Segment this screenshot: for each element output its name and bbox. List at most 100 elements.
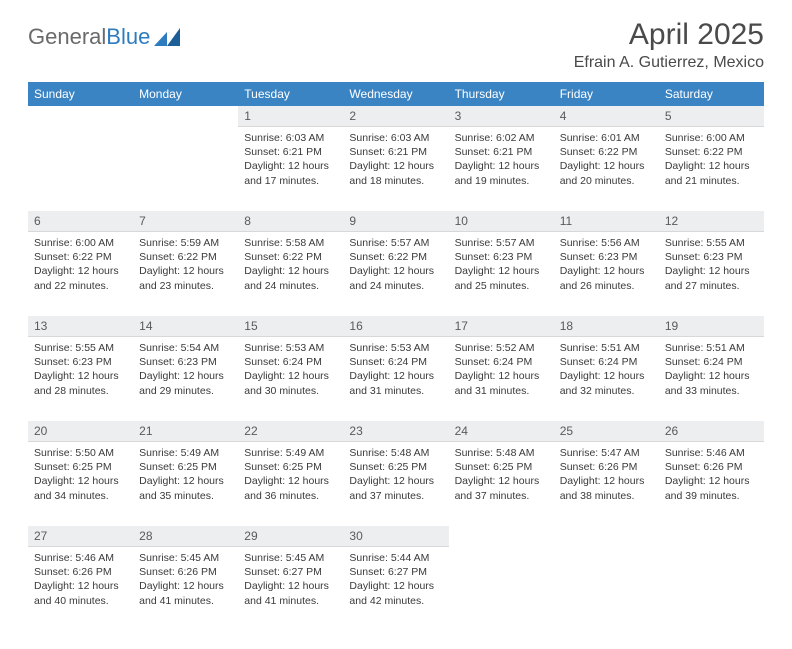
day-number bbox=[133, 106, 238, 112]
logo-mark-icon bbox=[154, 28, 180, 46]
day-line: and 24 minutes. bbox=[244, 279, 337, 293]
calendar-page: GeneralBlue April 2025 Efrain A. Gutierr… bbox=[0, 0, 792, 649]
day-line: Sunset: 6:22 PM bbox=[139, 250, 232, 264]
day-line: Daylight: 12 hours bbox=[455, 159, 548, 173]
day-line: Sunrise: 5:53 AM bbox=[349, 341, 442, 355]
day-header: Saturday bbox=[659, 82, 764, 106]
day-line: Sunrise: 5:49 AM bbox=[244, 446, 337, 460]
day-content: Sunrise: 5:51 AMSunset: 6:24 PMDaylight:… bbox=[554, 337, 659, 404]
day-number-cell: 12 bbox=[659, 211, 764, 232]
day-number-cell: 25 bbox=[554, 421, 659, 442]
day-content: Sunrise: 5:57 AMSunset: 6:22 PMDaylight:… bbox=[343, 232, 448, 299]
day-line: and 42 minutes. bbox=[349, 594, 442, 608]
day-line: and 29 minutes. bbox=[139, 384, 232, 398]
day-line: Daylight: 12 hours bbox=[560, 264, 653, 278]
day-line: Sunrise: 6:00 AM bbox=[34, 236, 127, 250]
day-line: and 33 minutes. bbox=[665, 384, 758, 398]
day-line: Daylight: 12 hours bbox=[349, 264, 442, 278]
day-line: Sunrise: 6:03 AM bbox=[244, 131, 337, 145]
day-number: 16 bbox=[343, 316, 448, 337]
logo-word2: Blue bbox=[106, 24, 150, 49]
day-line: Sunset: 6:23 PM bbox=[665, 250, 758, 264]
day-number-cell: 16 bbox=[343, 316, 448, 337]
day-line: Sunrise: 5:57 AM bbox=[455, 236, 548, 250]
day-number bbox=[554, 526, 659, 532]
day-content: Sunrise: 5:48 AMSunset: 6:25 PMDaylight:… bbox=[449, 442, 554, 509]
day-number-cell: 7 bbox=[133, 211, 238, 232]
day-number: 23 bbox=[343, 421, 448, 442]
daynum-row: 27282930 bbox=[28, 526, 764, 547]
day-line: Sunrise: 5:54 AM bbox=[139, 341, 232, 355]
day-number: 3 bbox=[449, 106, 554, 127]
day-content: Sunrise: 5:48 AMSunset: 6:25 PMDaylight:… bbox=[343, 442, 448, 509]
day-line: Daylight: 12 hours bbox=[244, 369, 337, 383]
day-line: Daylight: 12 hours bbox=[665, 474, 758, 488]
day-line: Sunrise: 5:55 AM bbox=[34, 341, 127, 355]
day-number-cell: 4 bbox=[554, 106, 659, 127]
day-line: Daylight: 12 hours bbox=[455, 474, 548, 488]
day-content: Sunrise: 5:55 AMSunset: 6:23 PMDaylight:… bbox=[28, 337, 133, 404]
day-number-cell: 19 bbox=[659, 316, 764, 337]
day-line: and 32 minutes. bbox=[560, 384, 653, 398]
day-line: Daylight: 12 hours bbox=[244, 159, 337, 173]
day-number-cell: 3 bbox=[449, 106, 554, 127]
day-number-cell: 29 bbox=[238, 526, 343, 547]
day-line: Sunset: 6:22 PM bbox=[560, 145, 653, 159]
day-content: Sunrise: 5:58 AMSunset: 6:22 PMDaylight:… bbox=[238, 232, 343, 299]
day-line: Sunrise: 5:47 AM bbox=[560, 446, 653, 460]
week-row: Sunrise: 5:50 AMSunset: 6:25 PMDaylight:… bbox=[28, 442, 764, 526]
day-number-cell: 14 bbox=[133, 316, 238, 337]
day-number: 14 bbox=[133, 316, 238, 337]
day-number: 11 bbox=[554, 211, 659, 232]
day-number: 19 bbox=[659, 316, 764, 337]
day-line: Daylight: 12 hours bbox=[665, 264, 758, 278]
day-cell: Sunrise: 5:51 AMSunset: 6:24 PMDaylight:… bbox=[554, 337, 659, 421]
day-line: and 37 minutes. bbox=[349, 489, 442, 503]
location-label: Efrain A. Gutierrez, Mexico bbox=[574, 54, 764, 72]
day-cell bbox=[449, 547, 554, 631]
day-number: 12 bbox=[659, 211, 764, 232]
day-content: Sunrise: 5:57 AMSunset: 6:23 PMDaylight:… bbox=[449, 232, 554, 299]
day-content: Sunrise: 6:01 AMSunset: 6:22 PMDaylight:… bbox=[554, 127, 659, 194]
day-content: Sunrise: 5:46 AMSunset: 6:26 PMDaylight:… bbox=[28, 547, 133, 614]
day-header: Friday bbox=[554, 82, 659, 106]
day-content: Sunrise: 5:56 AMSunset: 6:23 PMDaylight:… bbox=[554, 232, 659, 299]
day-line: Daylight: 12 hours bbox=[665, 369, 758, 383]
day-line: Sunrise: 6:03 AM bbox=[349, 131, 442, 145]
day-number-cell: 6 bbox=[28, 211, 133, 232]
day-line: Daylight: 12 hours bbox=[139, 264, 232, 278]
day-line: Sunset: 6:21 PM bbox=[244, 145, 337, 159]
day-line: Sunset: 6:26 PM bbox=[560, 460, 653, 474]
day-cell bbox=[659, 547, 764, 631]
day-content: Sunrise: 5:47 AMSunset: 6:26 PMDaylight:… bbox=[554, 442, 659, 509]
day-content: Sunrise: 5:55 AMSunset: 6:23 PMDaylight:… bbox=[659, 232, 764, 299]
day-number-cell: 5 bbox=[659, 106, 764, 127]
day-number-cell: 1 bbox=[238, 106, 343, 127]
day-line: and 18 minutes. bbox=[349, 174, 442, 188]
day-line: Sunset: 6:24 PM bbox=[244, 355, 337, 369]
daynum-row: 13141516171819 bbox=[28, 316, 764, 337]
daynum-row: 12345 bbox=[28, 106, 764, 127]
day-line: and 25 minutes. bbox=[455, 279, 548, 293]
day-line: Daylight: 12 hours bbox=[455, 264, 548, 278]
day-line: Daylight: 12 hours bbox=[560, 159, 653, 173]
day-line: Sunset: 6:26 PM bbox=[139, 565, 232, 579]
day-line: and 21 minutes. bbox=[665, 174, 758, 188]
day-number: 9 bbox=[343, 211, 448, 232]
day-header: Monday bbox=[133, 82, 238, 106]
day-cell: Sunrise: 6:02 AMSunset: 6:21 PMDaylight:… bbox=[449, 127, 554, 211]
day-cell bbox=[133, 127, 238, 211]
day-cell: Sunrise: 5:52 AMSunset: 6:24 PMDaylight:… bbox=[449, 337, 554, 421]
day-number-cell: 18 bbox=[554, 316, 659, 337]
day-cell: Sunrise: 5:57 AMSunset: 6:23 PMDaylight:… bbox=[449, 232, 554, 316]
day-line: Sunset: 6:24 PM bbox=[455, 355, 548, 369]
day-content: Sunrise: 6:02 AMSunset: 6:21 PMDaylight:… bbox=[449, 127, 554, 194]
day-number-cell: 9 bbox=[343, 211, 448, 232]
day-cell: Sunrise: 5:45 AMSunset: 6:26 PMDaylight:… bbox=[133, 547, 238, 631]
day-number bbox=[659, 526, 764, 532]
day-line: Sunset: 6:27 PM bbox=[349, 565, 442, 579]
day-line: and 35 minutes. bbox=[139, 489, 232, 503]
day-line: Daylight: 12 hours bbox=[560, 474, 653, 488]
day-number-cell: 8 bbox=[238, 211, 343, 232]
day-number-cell: 10 bbox=[449, 211, 554, 232]
